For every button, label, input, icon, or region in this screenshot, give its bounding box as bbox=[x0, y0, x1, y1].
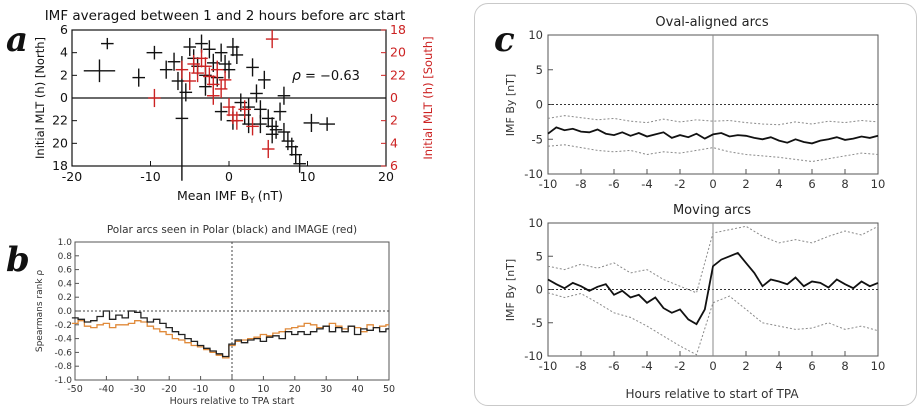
a-ytick-label: 2 bbox=[60, 67, 68, 82]
a-ytick-right-label: 0 bbox=[390, 90, 398, 105]
chart-a-xlabel-main: Mean IMF B bbox=[177, 188, 249, 203]
a-xtick-label: -10 bbox=[140, 169, 160, 184]
a-ytick-label: 4 bbox=[60, 45, 68, 60]
a-ytick-label: 22 bbox=[52, 113, 68, 128]
chart-a-title: IMF averaged between 1 and 2 hours befor… bbox=[45, 8, 406, 24]
a-ytick-label: 6 bbox=[60, 22, 68, 37]
chart-a-xlabel: Mean IMF BY (nT) bbox=[177, 188, 283, 206]
chart-a-ylabel-right: Initial MLT (h) [South] bbox=[421, 36, 435, 159]
a-ytick-right-label: 6 bbox=[390, 158, 398, 173]
a-ytick-right-label: 22 bbox=[390, 67, 406, 82]
a-xtick-label: 10 bbox=[300, 169, 316, 184]
chart-a-rho-value: = −0.63 bbox=[305, 69, 360, 84]
a-ytick-right-label: 4 bbox=[390, 135, 398, 150]
a-ytick-right-label: 18 bbox=[390, 22, 406, 37]
a-xtick-label: -20 bbox=[62, 169, 82, 184]
a-ytick-right-label: 20 bbox=[390, 45, 406, 60]
chart-a-xlabel-sub: Y bbox=[248, 196, 255, 206]
a-ytick-label: 20 bbox=[52, 135, 68, 150]
a-ytick-label: 18 bbox=[52, 158, 68, 173]
a-ytick-right-label: 2 bbox=[390, 113, 398, 128]
chart-a-rho-symbol: ρ bbox=[292, 68, 301, 84]
a-xtick-label: 0 bbox=[225, 169, 233, 184]
chart-a-xlabel-unit: (nT) bbox=[258, 188, 283, 203]
panel-letter-c: c bbox=[494, 20, 515, 60]
panel-letter-a: a bbox=[6, 20, 29, 60]
panel-letter-b: b bbox=[6, 240, 30, 280]
a-xtick-label: 20 bbox=[378, 169, 394, 184]
chart-a-ylabel-left: Initial MLT (h) [North] bbox=[33, 37, 47, 159]
a-ytick-label: 0 bbox=[60, 90, 68, 105]
